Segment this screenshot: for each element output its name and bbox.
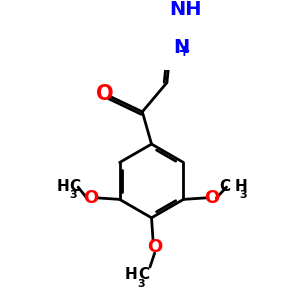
Text: O: O <box>84 189 99 207</box>
Text: N: N <box>173 38 189 57</box>
Text: O: O <box>96 84 113 104</box>
Text: 3: 3 <box>137 279 145 289</box>
Text: +: + <box>177 44 190 59</box>
Text: 3: 3 <box>240 190 247 200</box>
Text: C: C <box>70 179 81 194</box>
Text: H: H <box>56 179 69 194</box>
Text: C: C <box>219 179 230 194</box>
Text: NH: NH <box>169 0 202 19</box>
Text: C: C <box>138 267 149 282</box>
Text: H: H <box>234 179 247 194</box>
Text: H: H <box>124 267 137 282</box>
Text: O: O <box>204 189 220 207</box>
Text: 3: 3 <box>69 190 76 200</box>
Text: O: O <box>147 238 162 256</box>
